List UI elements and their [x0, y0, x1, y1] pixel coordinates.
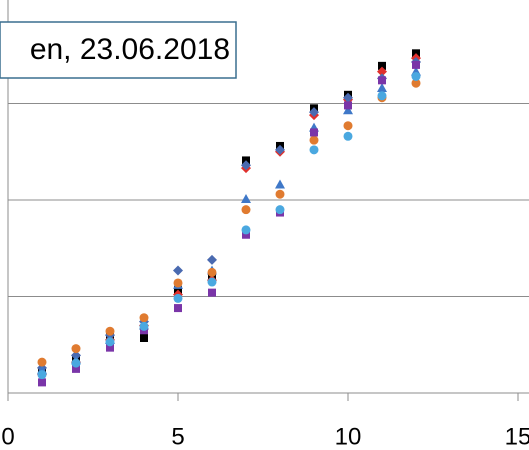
- point: [173, 293, 183, 303]
- point: [241, 205, 251, 215]
- point: [343, 92, 353, 103]
- point: [309, 107, 319, 118]
- point: [241, 160, 251, 171]
- point: [38, 378, 46, 387]
- point: [173, 265, 183, 276]
- x-tick-label: 0: [1, 423, 14, 450]
- chart-title: en, 23.06.2018: [30, 33, 230, 66]
- point: [207, 254, 217, 265]
- point: [412, 60, 420, 69]
- x-tick-label: 10: [335, 423, 362, 450]
- x-tick-label: 5: [171, 423, 184, 450]
- point: [207, 267, 217, 277]
- point: [207, 277, 217, 287]
- point: [105, 326, 115, 336]
- point: [411, 71, 421, 81]
- point: [411, 78, 421, 88]
- point: [71, 358, 81, 368]
- point: [72, 364, 80, 373]
- point: [174, 304, 182, 313]
- point: [106, 343, 114, 352]
- point: [275, 179, 285, 189]
- point: [241, 194, 251, 204]
- point: [139, 313, 149, 323]
- point: [343, 121, 353, 131]
- point: [344, 101, 352, 110]
- point: [71, 344, 81, 354]
- point: [242, 230, 250, 239]
- point: [378, 61, 386, 70]
- point: [310, 128, 318, 137]
- point: [343, 105, 353, 115]
- point: [309, 135, 319, 145]
- point: [173, 278, 183, 288]
- title-box: [0, 21, 237, 79]
- point: [140, 333, 148, 342]
- point: [309, 145, 319, 155]
- point: [377, 66, 387, 77]
- point: [378, 76, 386, 85]
- point: [343, 131, 353, 141]
- point: [37, 357, 47, 367]
- point: [275, 189, 285, 199]
- point: [275, 205, 285, 215]
- x-tick-label: 15: [505, 423, 529, 450]
- point: [275, 144, 285, 155]
- point: [377, 83, 387, 93]
- point: [377, 91, 387, 101]
- point: [139, 321, 149, 331]
- point: [208, 288, 216, 297]
- point: [241, 225, 251, 235]
- point: [37, 370, 47, 380]
- point: [105, 337, 115, 347]
